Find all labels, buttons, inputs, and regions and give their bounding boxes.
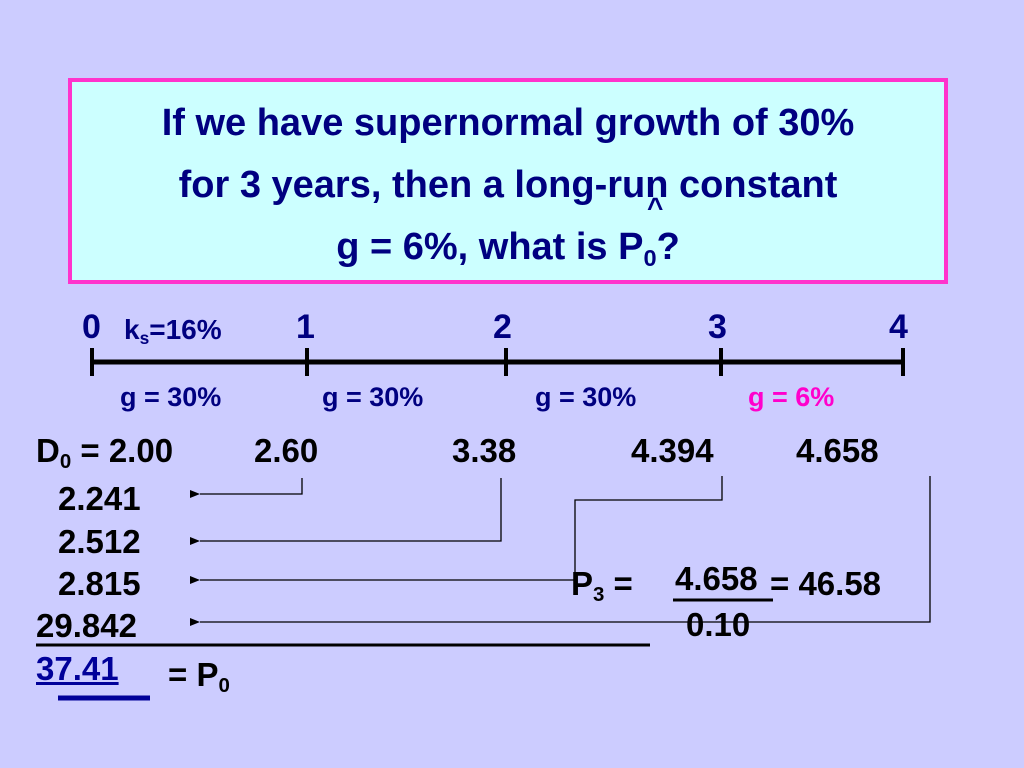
present-value-1: 2.241 — [58, 480, 141, 517]
intrinsic-value-label: = P0 — [168, 656, 230, 698]
dividend-4: 4.658 — [796, 432, 879, 469]
required-return: ks=16% — [124, 314, 222, 349]
dividend-3: 4.394 — [631, 432, 714, 469]
present-value-terminal: 29.842 — [36, 607, 137, 644]
question-line-3: g = 6%, what is P0? — [336, 226, 680, 272]
discount-arrow-3 — [190, 476, 723, 584]
p-hat-symbol: ^ — [647, 192, 664, 223]
growth-rate-2: g = 30% — [322, 382, 424, 412]
discount-arrow-2 — [190, 478, 502, 545]
growth-rate-1: g = 30% — [120, 382, 222, 412]
present-value-3: 2.815 — [58, 565, 141, 602]
terminal-price-label: P3 = — [571, 565, 633, 607]
terminal-result: = 46.58 — [770, 565, 882, 602]
discount-arrow-1 — [190, 478, 303, 498]
period-4: 4 — [889, 308, 908, 346]
terminal-numerator: 4.658 — [675, 560, 758, 597]
question-box: If we have supernormal growth of 30% for… — [68, 78, 948, 284]
growth-rate-4: g = 6% — [748, 382, 835, 412]
dividend-1: 2.60 — [254, 432, 319, 469]
growth-rate-3: g = 30% — [535, 382, 637, 412]
question-line-2: for 3 years, then a long-run constant — [178, 164, 838, 206]
period-2: 2 — [493, 308, 512, 346]
period-1: 1 — [296, 308, 315, 346]
dividend-2: 3.38 — [452, 432, 517, 469]
discount-arrow-4 — [190, 476, 931, 626]
period-3: 3 — [708, 308, 727, 346]
question-line-1: If we have supernormal growth of 30% — [161, 102, 855, 144]
terminal-denominator: 0.10 — [686, 606, 751, 643]
period-0: 0 — [82, 308, 101, 346]
intrinsic-value-total: 37.41 — [36, 650, 119, 687]
dividend-0: D0 = 2.00 — [36, 432, 174, 474]
present-value-2: 2.512 — [58, 523, 141, 560]
